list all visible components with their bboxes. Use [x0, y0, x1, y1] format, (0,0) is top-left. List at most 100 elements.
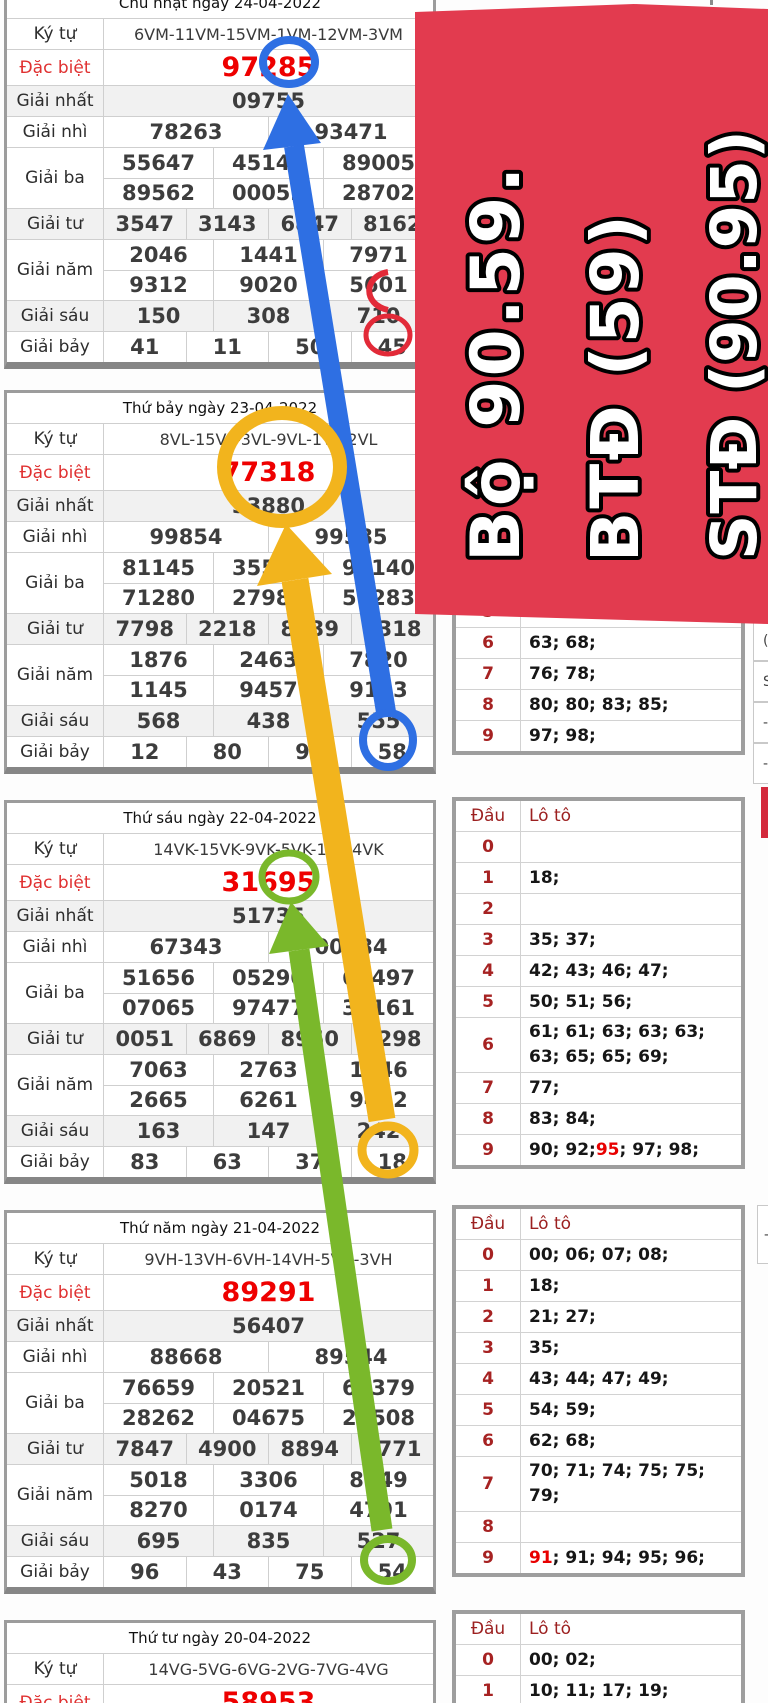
result-cell: 1146 — [323, 1055, 433, 1085]
dau-loto-row: 8 — [456, 1511, 741, 1542]
prize-label: Giải ba — [7, 553, 104, 613]
result-cell: 695 — [136, 1529, 181, 1553]
result-cell: 78263 — [149, 120, 223, 144]
result-cell: 97 — [268, 737, 351, 767]
kytu-row: Ký tự 8VL-15VL-3VL-9VL-1VL-2VL — [7, 423, 433, 454]
prize3-rows: Giải ba 76659 20521 65379 28262 04675 24508 — [7, 1372, 433, 1433]
loto-values-cell: 18; — [521, 1271, 741, 1301]
result-cell: 8950 — [268, 1024, 351, 1054]
dau-loto-row: 3 35; 37; — [456, 924, 741, 955]
prize-label: Ký tự — [7, 1654, 104, 1684]
dau-loto-header: Đầu Lô tô — [456, 1209, 741, 1239]
loto-number-text: 18; — [529, 867, 560, 888]
dau-digit-cell: 4 — [456, 956, 521, 986]
result-cell: 97285 — [221, 52, 316, 83]
prize7-row: Giải bảy 12 80 97 58 — [7, 736, 433, 767]
prize2-row: Giải nhì 78263 93471 — [7, 116, 433, 147]
result-cell: 27985 — [213, 583, 323, 613]
loto-number-text: 90; 92; — [529, 1139, 596, 1160]
result-cell: 0174 — [213, 1495, 323, 1525]
prize-label: Ký tự — [7, 424, 104, 454]
loto-values-cell: 91; 91; 94; 95; 96; — [521, 1543, 741, 1573]
result-cell: 835 — [213, 1526, 323, 1556]
result-cell: 51735 — [231, 904, 306, 928]
loto-number-text: 50; 51; 56; — [529, 991, 633, 1012]
prize-label: Giải nhất — [7, 901, 104, 931]
loto-values-cell — [521, 1512, 741, 1542]
prize-label: Giải sáu — [7, 1116, 104, 1146]
result-cell: 07065 — [121, 996, 196, 1021]
result-cell: 6847 — [268, 209, 351, 239]
prize-label: Giải bảy — [7, 332, 104, 362]
loto-values-cell: 80; 80; 83; 85; — [521, 690, 741, 720]
result-cell: 8949 — [323, 1465, 433, 1495]
prize-label: Giải nhất — [7, 86, 104, 116]
prize5-rows: Giải năm 1876 2463 7820 1145 9457 9143 — [7, 644, 433, 705]
loto-values-cell: 21; 27; — [521, 1302, 741, 1332]
dau-loto-row: 7 76; 78; — [456, 658, 741, 689]
result-cell: 14VK-15VK-9VK-5VK-1VK-4VK — [153, 839, 384, 859]
loto-number-text: 76; 78; — [529, 663, 596, 684]
prize3-rows: Giải ba 51656 05290 61497 07065 97477 36161 — [7, 962, 433, 1023]
dau-loto-row: 1 18; — [456, 1270, 741, 1301]
table-date-title: Thứ sáu ngày 22-04-2022 — [123, 809, 317, 827]
dau-digit-cell: 2 — [456, 894, 521, 924]
dau-digit-cell: 8 — [456, 1104, 521, 1134]
result-cell: 80 — [185, 737, 269, 767]
result-cell: 242 — [323, 1116, 433, 1146]
result-cell: 04675 — [213, 1403, 323, 1433]
right-edge-red-button-fragment[interactable] — [761, 787, 768, 838]
result-cell: 63 — [185, 1147, 269, 1177]
result-cell: 56407 — [231, 1314, 306, 1338]
kytu-row: Ký tự 6VM-11VM-15VM-1VM-12VM-3VM — [7, 18, 433, 49]
prize-label: Giải tư — [7, 1024, 104, 1054]
result-cell: 2763 — [213, 1055, 323, 1085]
table-date-title: Thứ tư ngày 20-04-2022 — [128, 1629, 312, 1647]
prize-label: Giải tư — [7, 1434, 104, 1464]
dau-digit-cell: 9 — [456, 1543, 521, 1573]
prize-label: Giải nhất — [7, 1311, 104, 1341]
result-cell: 58 — [350, 737, 434, 767]
prize5-rows: Giải năm 7063 2763 1146 2665 6261 9492 — [7, 1054, 433, 1115]
loto-number-text: 00; 06; 07; 08; — [529, 1244, 669, 1265]
result-cell: 55647 — [121, 150, 196, 175]
result-cell: 6VM-11VM-15VM-1VM-12VM-3VM — [134, 24, 403, 44]
right-edge-cut-panel: (S-- — [753, 620, 768, 784]
result-cell: 3547 — [115, 212, 174, 236]
dau-loto-row: 2 21; 27; — [456, 1301, 741, 1332]
result-cell: 50 — [268, 332, 351, 362]
result-cell: 1441 — [213, 240, 323, 270]
prize-label: Giải nhì — [7, 117, 104, 147]
result-cell: 89544 — [268, 1342, 433, 1372]
result-cell: 9312 — [129, 273, 188, 298]
result-cell: 4900 — [185, 1434, 269, 1464]
loto-number-text: 80; 80; 83; 85; — [529, 694, 669, 715]
dau-digit-cell: 8 — [456, 690, 521, 720]
loto-values-cell — [521, 832, 741, 862]
prize-label: Giải bảy — [7, 1147, 104, 1177]
prize7-row: Giải bảy 83 63 37 18 — [7, 1146, 433, 1177]
result-table: Thứ sáu ngày 22-04-2022 Ký tự 14VK-15VK-9V… — [4, 800, 436, 1184]
prize-label: Giải năm — [7, 1055, 104, 1115]
prize3-rows: Giải ba 81145 35576 96140 71280 27985 59283 — [7, 552, 433, 613]
dau-loto-row: 7 77; — [456, 1072, 741, 1103]
kytu-row: Ký tự 9VH-13VH-6VH-14VH-5VH-3VH — [7, 1243, 433, 1274]
dau-digit-cell: 1 — [456, 863, 521, 893]
dau-loto-row: 0 00; 06; 07; 08; — [456, 1239, 741, 1270]
dau-loto-row: 4 42; 43; 46; 47; — [456, 955, 741, 986]
banner-rotated-text: Bộ 90.59. BTĐ (59) STĐ (90.95) — [415, 4, 768, 624]
result-cell: 99854 — [149, 525, 223, 549]
result-cell: 4298 — [350, 1024, 434, 1054]
prize-label: Giải sáu — [7, 706, 104, 736]
result-cell: 18 — [350, 1147, 434, 1177]
dau-digit-cell: 0 — [456, 832, 521, 862]
result-cell: 3143 — [185, 209, 269, 239]
result-cell: 9VH-13VH-6VH-14VH-5VH-3VH — [144, 1249, 393, 1269]
dau-loto-row: 9 97; 98; — [456, 720, 741, 751]
result-cell: 93471 — [268, 117, 433, 147]
result-cell: 5018 — [129, 1467, 188, 1492]
result-cell: 1145 — [129, 678, 188, 703]
prize2-row: Giải nhì 67343 00384 — [7, 931, 433, 962]
result-cell: 8VL-15VL-3VL-9VL-1VL-2VL — [159, 429, 378, 449]
